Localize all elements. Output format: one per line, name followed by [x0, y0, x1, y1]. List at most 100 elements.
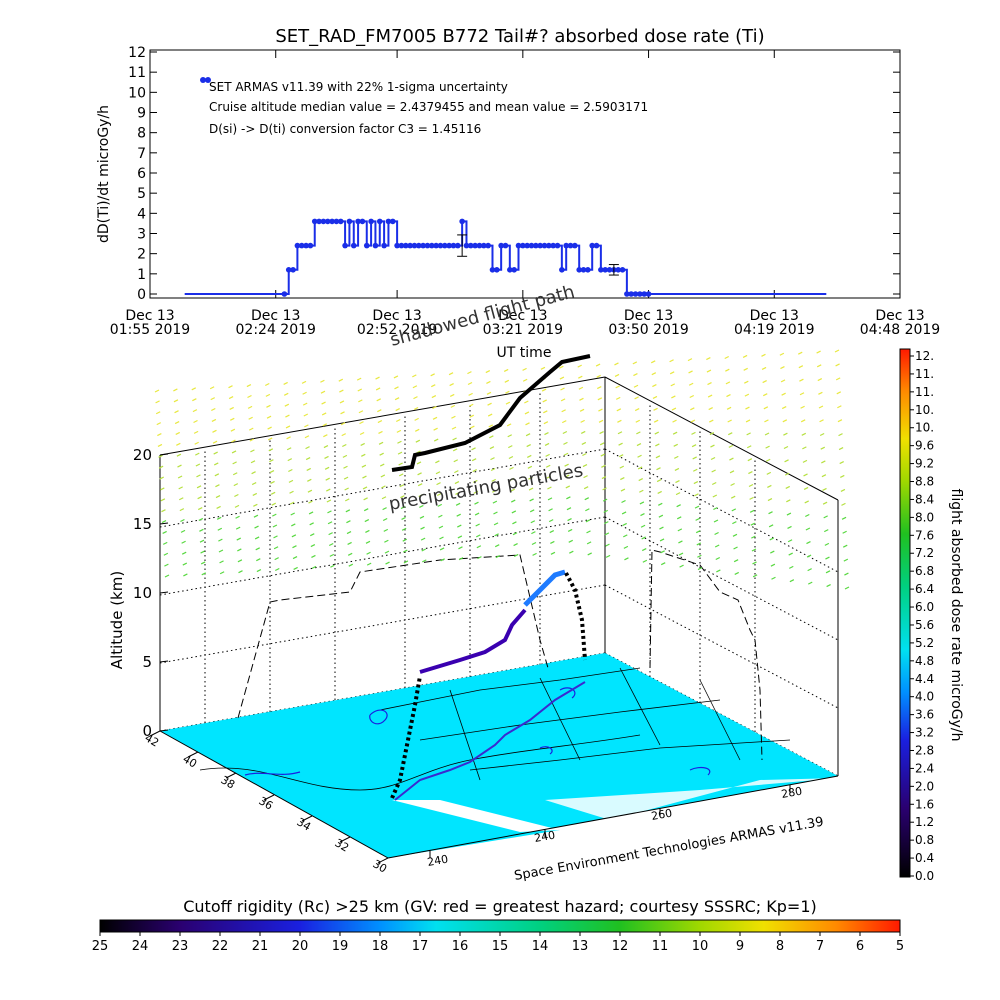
particle-mark	[763, 406, 769, 410]
particle-mark	[825, 556, 830, 560]
particle-mark	[692, 468, 698, 472]
particle-mark	[214, 473, 220, 477]
dose-tick-label: 0.0	[915, 869, 934, 883]
particle-mark	[841, 516, 847, 520]
particle-mark	[384, 550, 390, 554]
particle-mark	[413, 396, 418, 400]
dose-tick-label: 12.	[915, 349, 934, 363]
particle-mark	[638, 478, 643, 482]
particle-mark	[675, 492, 681, 496]
particle-mark	[438, 525, 444, 529]
particle-mark	[219, 571, 225, 575]
rigidity-tick-label: 7	[816, 939, 824, 954]
particle-mark	[595, 363, 601, 367]
y-tick-label: 1	[137, 267, 146, 283]
particle-mark	[342, 454, 348, 458]
particle-mark	[216, 505, 221, 509]
particle-mark	[343, 465, 348, 469]
data-point	[602, 267, 609, 273]
particle-mark	[359, 421, 364, 425]
dose-tick-label: 4.8	[915, 654, 934, 668]
particle-mark	[269, 459, 274, 463]
data-point	[372, 242, 379, 249]
particle-mark	[377, 409, 382, 413]
particle-mark	[671, 407, 677, 411]
particle-mark	[706, 357, 711, 361]
particle-mark	[729, 457, 734, 461]
particle-mark	[840, 474, 845, 479]
particle-mark	[164, 563, 169, 567]
particle-mark	[196, 474, 201, 478]
particle-mark	[602, 487, 607, 491]
particle-mark	[197, 496, 202, 500]
particle-mark	[301, 380, 307, 384]
data-point	[355, 218, 361, 225]
particle-mark	[230, 428, 236, 432]
particle-mark	[560, 387, 565, 391]
unmapped-area	[392, 800, 560, 832]
particle-mark	[540, 366, 546, 370]
data-point	[294, 242, 301, 249]
data-point	[333, 218, 340, 225]
particle-mark	[674, 455, 679, 459]
data-point	[463, 242, 470, 249]
particle-mark	[819, 419, 824, 423]
rigidity-colorbar	[99, 919, 901, 933]
particle-mark	[288, 479, 294, 483]
precipitating-particles	[154, 349, 850, 590]
particle-mark	[161, 509, 166, 513]
particle-mark	[786, 512, 792, 516]
particle-mark	[800, 405, 805, 409]
particle-mark	[641, 536, 646, 540]
data-point	[598, 267, 604, 273]
particle-mark	[545, 453, 550, 457]
y-tick-label: 4	[137, 206, 146, 222]
particle-mark	[492, 489, 497, 493]
dose-tick-label: 7.6	[915, 528, 934, 542]
particle-mark	[762, 393, 768, 397]
particle-mark	[658, 502, 663, 506]
unmapped-area	[545, 778, 840, 820]
particle-mark	[838, 433, 843, 437]
particle-mark	[566, 507, 572, 511]
particle-mark	[457, 535, 463, 539]
particle-mark	[256, 558, 261, 562]
dose-tick-label: 0.8	[915, 833, 934, 847]
data-point	[554, 242, 561, 249]
data-point	[494, 267, 500, 273]
dose-colorbar-ticks: 12. 11. 11. 10. 10. 9.6 9.2 8.8 8.4 8.0 7.6 7.2 6.8 6…	[910, 349, 934, 883]
particle-mark	[504, 379, 510, 383]
particle-mark	[525, 433, 531, 437]
particle-mark	[564, 474, 570, 478]
data-point	[472, 242, 478, 249]
particle-mark	[272, 524, 278, 528]
particle-mark	[472, 469, 477, 473]
lat-tick-label: 34	[295, 815, 314, 833]
particle-mark	[340, 411, 345, 415]
rigidity-tick-label: 24	[132, 939, 149, 954]
particle-mark	[615, 385, 620, 389]
particle-mark	[488, 424, 494, 428]
particle-mark	[365, 529, 370, 533]
particle-mark	[746, 432, 751, 436]
particle-mark	[689, 394, 695, 399]
dose-tick-label: 11.	[915, 367, 934, 381]
particle-mark	[432, 416, 438, 420]
particle-mark	[173, 399, 179, 403]
particle-mark	[528, 476, 533, 480]
particle-mark	[542, 399, 547, 403]
dose-tick-label: 4.0	[915, 690, 934, 704]
dose-tick-label: 3.2	[915, 726, 934, 740]
particle-mark	[838, 447, 844, 451]
particle-mark	[544, 432, 549, 436]
particle-mark	[747, 458, 753, 462]
particle-mark	[495, 555, 501, 559]
particle-mark	[711, 469, 716, 473]
particle-mark	[291, 523, 296, 527]
particle-mark	[230, 417, 235, 421]
particle-mark	[691, 444, 697, 448]
particle-mark	[716, 569, 721, 573]
dose-tick-label: 6.8	[915, 564, 934, 578]
particle-mark	[440, 558, 445, 562]
